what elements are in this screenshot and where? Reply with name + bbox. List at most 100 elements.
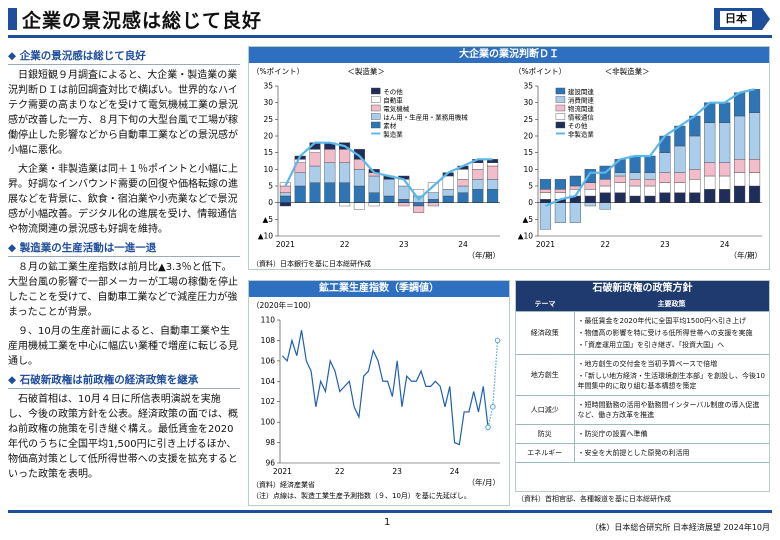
legend-label: 消費関連 <box>568 96 595 105</box>
bar-segment <box>629 185 641 197</box>
table-row: 経済政策 ・最低賃金を2020年代に全国平均1500円へ引き上げ ・物価高の影響を特… <box>516 311 769 355</box>
theme-cell: エネルギー <box>516 443 575 463</box>
bar-segment <box>472 162 484 170</box>
bar-segment <box>614 172 626 177</box>
bar-segment <box>689 179 701 193</box>
y-tick-label: 0 <box>268 198 273 207</box>
legend-label: はん用・生産用・業務用機械 <box>383 113 468 122</box>
bar-segment <box>674 182 686 193</box>
bar-segment <box>569 202 581 223</box>
table-source: （資料）首相官邸、各種報道を基に日本総研作成 <box>517 495 671 503</box>
bar-segment <box>599 179 611 187</box>
policy-item: ・地方創生の交付金を当初予算ベースで倍増 <box>577 360 718 368</box>
source: （資料）経済産業省 <box>252 480 315 489</box>
bar-segment <box>442 175 454 190</box>
bar-segment <box>554 179 566 190</box>
bar-segment <box>748 159 761 173</box>
paragraph: 石破首相は、10月４日に所信表明演説を実施し、今後の政策方針を公表。経済政策の面… <box>8 394 238 480</box>
legend-label: 情報通信 <box>568 113 595 122</box>
legend-swatch <box>555 113 566 120</box>
bar-segment <box>689 135 701 170</box>
legend-label: 非製造業 <box>568 130 595 139</box>
x-tick-label: 2021 <box>273 467 292 476</box>
legend-swatch <box>555 104 566 112</box>
chart-subtitle: ＜非製造業＞ <box>605 66 650 76</box>
bar-segment <box>659 172 671 183</box>
x-tick-label: 24 <box>720 240 730 249</box>
data-line <box>545 88 755 208</box>
bar-segment <box>748 172 761 187</box>
y-tick-label: 104 <box>261 377 276 386</box>
bar-segment <box>734 159 746 173</box>
y-tick-label: ▲5 <box>522 215 533 224</box>
y-tick-label: 108 <box>261 336 276 345</box>
y-tick-label: ▲5 <box>262 215 273 224</box>
bar-segment <box>734 115 746 160</box>
policy-item: ・物価高の影響を特に受ける低所得世帯への支援を実施 <box>577 329 753 337</box>
y-tick-label: 15 <box>263 148 273 157</box>
bar-segment <box>427 202 439 207</box>
bar-segment <box>279 192 291 197</box>
footer-rule <box>8 510 772 513</box>
y-tick-label: 35 <box>523 82 533 91</box>
x-tick-label: 23 <box>392 467 402 476</box>
bar-segment <box>487 189 499 203</box>
bar-segment <box>309 182 321 203</box>
region-tag: 日本 <box>714 8 770 30</box>
policy-cell: ・防災庁の設置へ準備 <box>574 424 769 444</box>
bar-segment <box>659 135 671 153</box>
bar-segment <box>279 195 291 203</box>
bar-segment <box>457 179 469 187</box>
bar-segment <box>704 175 716 190</box>
y-tick-label: 15 <box>523 148 533 157</box>
legend-label: 製造業 <box>383 130 403 139</box>
bar-segment <box>294 172 306 187</box>
bar-segment <box>614 175 626 183</box>
bar-segment <box>487 162 499 167</box>
bar-segment <box>294 185 306 203</box>
x-tick-label: 24 <box>458 240 468 249</box>
y-tick-label: 5 <box>528 182 533 191</box>
legend-swatch <box>555 96 566 103</box>
chart-subtitle: ＜製造業＞ <box>347 66 385 76</box>
bar-segment <box>324 149 336 163</box>
bar-segment <box>554 189 566 193</box>
policy-cell: ・安全を大前提とした原発の利活用 <box>574 443 769 463</box>
header-cell: 主要政策 <box>574 297 769 312</box>
bar-segment <box>584 189 596 197</box>
legend-label: 素材 <box>383 121 397 130</box>
y-tick-label: 20 <box>523 132 533 141</box>
legend-swatch <box>371 87 381 95</box>
bar-segment <box>368 202 380 207</box>
bar-segment <box>674 192 686 203</box>
data-line <box>281 330 489 446</box>
x-tick-label: 23 <box>399 240 409 249</box>
bar-segment <box>413 202 425 207</box>
table-row: 地方創生 ・地方創生の交付金を当初予算ベースで倍増 ・「新しい地方経済・生活環境創生… <box>516 354 769 396</box>
bar-segment <box>368 175 380 193</box>
x-tick-label: 22 <box>600 240 610 249</box>
footer-publisher: （株）日本総合研究所 日本経済展望 2024年10月 <box>590 523 770 532</box>
section-heading: ◆ 企業の景況感は総じて良好 <box>8 49 240 65</box>
x-axis-label: （年/期） <box>729 250 762 260</box>
bar-segment <box>457 169 469 180</box>
bar-segment <box>383 179 395 197</box>
legend-label: その他 <box>568 121 588 130</box>
bar-segment <box>644 195 656 203</box>
section-heading: ◆ 製造業の生産活動は一進一退 <box>8 241 240 257</box>
bar-segment <box>689 169 701 180</box>
bar-segment <box>554 202 566 223</box>
bar-segment <box>539 192 552 200</box>
title-accent <box>8 8 17 30</box>
paragraph: 大企業・非製造業は同＋１％ポイントと小幅に上昇。好調なインバウンド需要の回復や価… <box>8 164 238 235</box>
data-marker <box>494 337 501 344</box>
data-marker <box>485 424 491 431</box>
table-row: 人口減少 ・短時間勤務の活用や勤務間インターバル制度の導入促進など、働き方改革を推… <box>516 395 769 425</box>
policy-cell: ・短時間勤務の活用や勤務間インターバル制度の導入促進など、働き方改革を推進 <box>574 395 769 425</box>
legend-label: 建設関連 <box>568 87 595 96</box>
policy-cell: ・最低賃金を2020年代に全国平均1500円へ引き上げ ・物価高の影響を特に受ける… <box>574 311 769 355</box>
legend-swatch <box>371 113 381 120</box>
y-tick-label: 110 <box>261 316 276 325</box>
panel-title: 鉱工業生産指数（季調値） <box>249 281 509 297</box>
